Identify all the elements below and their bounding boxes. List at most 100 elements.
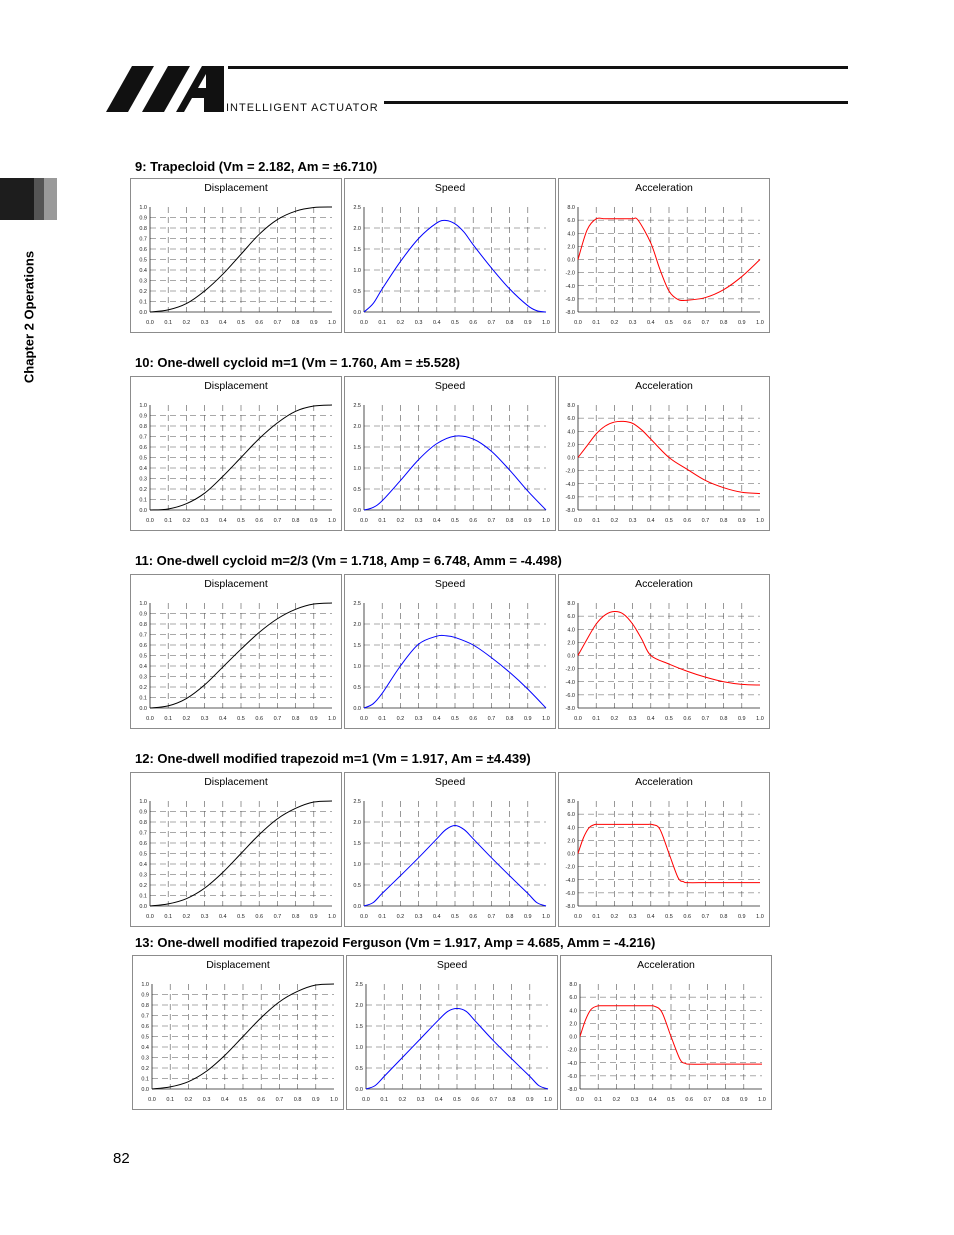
- x-tick-label: 0.9: [738, 716, 746, 722]
- chart-panel: Speed 0.0 0.5 1.0 1.5 2.0 2.5 0.0 0.1 0.2 0.3 0.4 0.…: [346, 955, 558, 1110]
- x-tick-label: 0.2: [397, 716, 405, 722]
- x-tick-label: 0.4: [433, 716, 441, 722]
- y-tick-label: 8.0: [567, 799, 575, 805]
- x-tick-label: 0.4: [433, 518, 441, 524]
- x-tick-label: 0.0: [148, 1097, 156, 1103]
- x-tick-label: 0.5: [237, 914, 245, 920]
- x-tick-label: 0.0: [574, 320, 582, 326]
- y-tick-label: 0.8: [139, 424, 147, 430]
- x-tick-label: 0.9: [310, 914, 318, 920]
- section-title-11: 11: One-dwell cycloid m=2/3 (Vm = 1.718,…: [135, 553, 562, 568]
- x-tick-label: 0.1: [164, 716, 172, 722]
- y-tick-label: 4.0: [567, 429, 575, 435]
- y-tick-label: 0.0: [353, 508, 361, 514]
- x-tick-label: 0.8: [292, 320, 300, 326]
- x-tick-label: 0.1: [592, 914, 600, 920]
- x-tick-label: 0.3: [201, 518, 209, 524]
- y-tick-label: 1.0: [355, 1045, 363, 1051]
- x-tick-label: 0.2: [185, 1097, 193, 1103]
- y-tick-label: 0.7: [139, 237, 147, 243]
- y-tick-label: 4.0: [567, 231, 575, 237]
- x-tick-label: 0.8: [506, 320, 514, 326]
- y-tick-label: 0.7: [139, 633, 147, 639]
- y-tick-label: 2.0: [353, 622, 361, 628]
- chart-panel: Acceleration 8.0 6.0 4.0 2.0 0.0 -2.0 -4.0 -6.0 -…: [558, 772, 770, 927]
- x-tick-label: 0.0: [574, 716, 582, 722]
- x-tick-label: 0.6: [471, 1097, 479, 1103]
- chart-svg: 8.0 6.0 4.0 2.0 0.0 -2.0 -4.0 -6.0 -8.0 0.0 0.1 0.2…: [568, 982, 766, 1103]
- x-tick-label: 0.7: [490, 1097, 498, 1103]
- y-tick-label: -4.0: [566, 680, 575, 686]
- y-tick-label: 2.0: [567, 640, 575, 646]
- y-tick-label: 1.0: [353, 268, 361, 274]
- chart-title: Acceleration: [635, 182, 693, 194]
- chart-svg: 0.0 0.1 0.2 0.3 0.4 0.5 0.6 0.7 0.8 0.9 1.0 0.0 0.1 0…: [139, 799, 335, 920]
- x-tick-label: 0.3: [631, 1097, 639, 1103]
- y-tick-label: 0.9: [139, 414, 147, 420]
- y-tick-label: -4.0: [566, 284, 575, 290]
- chart-panel: Speed 0.0 0.5 1.0 1.5 2.0 2.5 0.0 0.1 0.2 0.3 0.4 0.…: [344, 772, 556, 927]
- series-line: [149, 404, 333, 511]
- y-tick-label: 2.0: [569, 1021, 577, 1027]
- y-tick-label: 0.5: [353, 685, 361, 691]
- y-tick-label: -2.0: [568, 1048, 577, 1054]
- y-tick-label: -2.0: [566, 667, 575, 673]
- y-tick-label: -8.0: [566, 310, 575, 316]
- x-tick-label: 0.9: [738, 518, 746, 524]
- chapter-label: Chapter 2 Operations: [19, 232, 39, 402]
- y-tick-label: 1.0: [353, 664, 361, 670]
- x-tick-label: 0.4: [219, 320, 227, 326]
- chart-title: Acceleration: [635, 578, 693, 590]
- x-tick-label: 0.7: [488, 716, 496, 722]
- x-tick-label: 0.3: [629, 914, 637, 920]
- x-tick-label: 0.7: [488, 914, 496, 920]
- chart-panel: Acceleration 8.0 6.0 4.0 2.0 0.0 -2.0 -4.0 -6.0 -…: [560, 955, 772, 1110]
- y-tick-label: 0.5: [355, 1066, 363, 1072]
- x-tick-label: 0.1: [164, 518, 172, 524]
- y-tick-label: -2.0: [566, 271, 575, 277]
- x-tick-label: 0.6: [683, 716, 691, 722]
- x-tick-label: 0.6: [257, 1097, 265, 1103]
- series-line: [149, 800, 333, 907]
- chart-panel: Acceleration 8.0 6.0 4.0 2.0 0.0 -2.0 -4.0 -6.0 -…: [558, 376, 770, 531]
- y-tick-label: 2.5: [353, 601, 361, 607]
- chart-panel: Displacement 0.0 0.1 0.2 0.3 0.4 0.5 0.6 0.7 0.8 0…: [130, 376, 342, 531]
- chart-title: Displacement: [204, 578, 268, 590]
- header-rule-bottom: [384, 101, 848, 104]
- x-tick-label: 0.5: [451, 518, 459, 524]
- y-tick-label: 4.0: [567, 825, 575, 831]
- y-tick-label: 0.0: [567, 852, 575, 858]
- x-tick-label: 0.2: [399, 1097, 407, 1103]
- y-tick-label: 2.0: [567, 244, 575, 250]
- x-tick-label: 0.6: [469, 518, 477, 524]
- x-tick-label: 0.2: [183, 320, 191, 326]
- series-line: [365, 1007, 549, 1090]
- x-tick-label: 0.9: [312, 1097, 320, 1103]
- x-tick-label: 0.8: [720, 914, 728, 920]
- chart-svg: 8.0 6.0 4.0 2.0 0.0 -2.0 -4.0 -6.0 -8.0 0.0 0.1 0.2…: [566, 403, 764, 524]
- y-tick-label: 0.8: [139, 622, 147, 628]
- x-tick-label: 0.1: [380, 1097, 388, 1103]
- y-tick-label: 1.0: [141, 982, 149, 988]
- x-tick-label: 0.4: [647, 716, 655, 722]
- x-tick-label: 0.2: [611, 320, 619, 326]
- y-tick-label: 0.2: [139, 289, 147, 295]
- chart-svg: 0.0 0.5 1.0 1.5 2.0 2.5 0.0 0.1 0.2 0.3 0.4 0.5 0.6 0…: [353, 601, 549, 722]
- y-tick-label: 0.2: [139, 487, 147, 493]
- x-tick-label: 0.8: [292, 716, 300, 722]
- x-tick-label: 0.1: [594, 1097, 602, 1103]
- header-rule-top: [228, 66, 848, 69]
- x-tick-label: 0.7: [702, 518, 710, 524]
- y-tick-label: 0.1: [139, 894, 147, 900]
- x-tick-label: 0.2: [611, 716, 619, 722]
- y-tick-label: 0.1: [141, 1077, 149, 1083]
- x-tick-label: 0.3: [203, 1097, 211, 1103]
- x-tick-label: 1.0: [756, 716, 764, 722]
- series-line: [363, 219, 547, 313]
- x-tick-label: 0.0: [146, 716, 154, 722]
- y-tick-label: 0.0: [139, 706, 147, 712]
- x-tick-label: 0.3: [629, 716, 637, 722]
- x-tick-label: 0.8: [720, 320, 728, 326]
- x-tick-label: 0.8: [720, 518, 728, 524]
- y-tick-label: 0.2: [141, 1066, 149, 1072]
